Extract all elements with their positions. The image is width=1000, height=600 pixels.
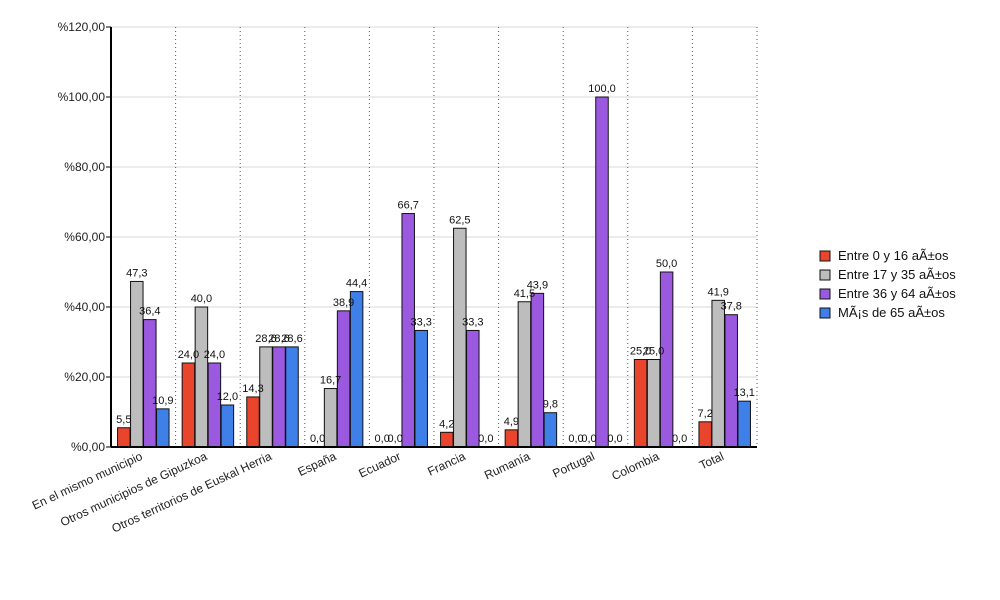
bar xyxy=(698,421,712,448)
data-label: 100,0 xyxy=(588,83,616,95)
data-label: 5,5 xyxy=(116,414,131,426)
data-label: 13,1 xyxy=(733,387,754,399)
data-label: 43,9 xyxy=(527,279,548,291)
data-label: 0,0 xyxy=(568,433,583,445)
data-labels: 5,547,336,410,924,040,024,012,014,328,62… xyxy=(116,83,755,445)
legend: Entre 0 y 16 aÃ±os Entre 17 y 35 aÃ±os Ent… xyxy=(819,248,956,320)
data-label: 4,2 xyxy=(439,418,454,430)
legend-swatch xyxy=(819,269,831,281)
bar xyxy=(453,227,467,448)
bar xyxy=(259,346,273,448)
bar xyxy=(633,359,648,448)
bar xyxy=(724,314,738,448)
y-tick-label: %0,00 xyxy=(71,440,105,454)
bar xyxy=(272,346,286,448)
data-label: 50,0 xyxy=(656,258,677,270)
x-tick-label: Rumanía xyxy=(482,449,532,482)
x-tick-label: Francia xyxy=(425,449,467,479)
bar xyxy=(504,429,519,448)
data-label: 33,3 xyxy=(462,316,483,328)
data-label: 40,0 xyxy=(191,293,212,305)
y-tick-label: %80,00 xyxy=(64,160,105,174)
bar xyxy=(466,329,480,448)
bar xyxy=(349,291,364,448)
bar xyxy=(117,427,131,448)
bar xyxy=(530,292,545,448)
data-label: 9,8 xyxy=(543,399,558,411)
bar xyxy=(711,299,725,448)
bar xyxy=(517,301,532,448)
data-label: 12,0 xyxy=(217,391,238,403)
data-label: 25,0 xyxy=(630,346,651,358)
y-tick-label: %20,00 xyxy=(64,370,105,384)
bar xyxy=(156,408,170,448)
x-tick-label: Portugal xyxy=(550,449,596,481)
data-label: 0,0 xyxy=(388,433,403,445)
data-label: 28,6 xyxy=(255,333,276,345)
bar xyxy=(207,362,222,448)
bar xyxy=(737,400,751,448)
legend-swatch xyxy=(819,288,831,300)
data-label: 7,2 xyxy=(698,408,713,420)
data-label: 24,0 xyxy=(204,349,225,361)
legend-label: Entre 17 y 35 aÃ±os xyxy=(838,267,956,282)
bar xyxy=(181,362,196,448)
y-tick-label: %100,00 xyxy=(58,90,106,104)
data-label: 38,9 xyxy=(333,297,354,309)
bar xyxy=(246,396,260,448)
bar xyxy=(646,359,661,448)
data-label: 16,7 xyxy=(320,375,341,387)
data-label: 41,5 xyxy=(514,288,535,300)
bar xyxy=(595,96,609,448)
bar xyxy=(543,412,558,448)
data-label: 0,0 xyxy=(478,433,493,445)
legend-label: MÃ¡s de 65 aÃ±os xyxy=(838,305,945,320)
x-tick-label: Colombia xyxy=(609,449,661,483)
legend-swatch xyxy=(819,250,831,262)
data-label: 0,0 xyxy=(310,433,325,445)
bar xyxy=(143,319,157,448)
bar xyxy=(659,271,674,448)
data-label: 28,6 xyxy=(268,333,289,345)
y-axis: %0,00 %20,00 %40,00 %60,00 %80,00 %100,00 %120… xyxy=(58,20,112,454)
data-label: 24,0 xyxy=(178,349,199,361)
data-label: 44,4 xyxy=(346,278,367,290)
bar xyxy=(401,213,415,448)
data-label: 0,0 xyxy=(672,433,687,445)
data-label: 25,0 xyxy=(643,346,664,358)
x-tick-label: España xyxy=(296,449,339,479)
data-label: 4,9 xyxy=(504,416,519,428)
data-label: 36,4 xyxy=(139,306,160,318)
y-tick-label: %60,00 xyxy=(64,230,105,244)
data-label: 14,3 xyxy=(242,383,263,395)
bar xyxy=(440,431,454,448)
data-label: 66,7 xyxy=(397,200,418,212)
bar xyxy=(414,329,428,448)
bar xyxy=(220,404,235,448)
bar xyxy=(194,306,209,448)
data-label: 0,0 xyxy=(375,433,390,445)
data-label: 37,8 xyxy=(720,301,741,313)
data-label: 0,0 xyxy=(607,433,622,445)
data-label: 62,5 xyxy=(449,214,470,226)
bar xyxy=(323,388,338,448)
y-tick-label: %120,00 xyxy=(58,20,106,34)
y-tick-label: %40,00 xyxy=(64,300,105,314)
x-tick-label: Ecuador xyxy=(357,449,403,481)
data-label: 41,9 xyxy=(707,286,728,298)
data-label: 10,9 xyxy=(152,395,173,407)
bar xyxy=(285,346,299,448)
data-label: 33,3 xyxy=(410,316,431,328)
legend-label: Entre 0 y 16 aÃ±os xyxy=(838,248,949,263)
legend-swatch xyxy=(819,307,831,319)
x-tick-label: Total xyxy=(697,449,726,472)
data-label: 28,6 xyxy=(281,333,302,345)
data-label: 47,3 xyxy=(126,267,147,279)
data-label: 0,0 xyxy=(581,433,596,445)
legend-label: Entre 36 y 64 aÃ±os xyxy=(838,286,956,301)
